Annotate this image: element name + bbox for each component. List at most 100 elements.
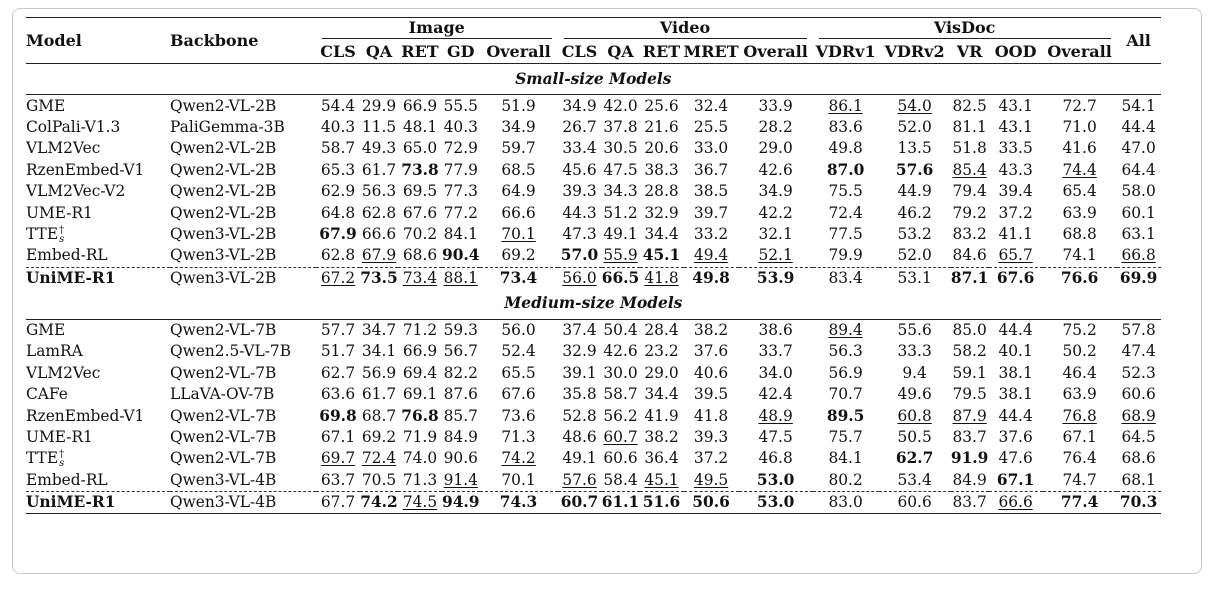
score-cell: 87.0: [826, 160, 865, 179]
score-cell: 66.9: [402, 96, 438, 115]
score-cell: 84.6: [952, 246, 987, 265]
score-cell: 58.7: [320, 139, 356, 158]
score-cell: 65.5: [501, 363, 536, 382]
score-cell: 55.5: [443, 96, 478, 115]
score-cell: 59.1: [952, 363, 987, 382]
score-cell: 33.2: [693, 224, 729, 243]
score-cell: 73.4: [398, 266, 442, 289]
score-cell: 74.1: [1062, 246, 1097, 265]
score-cell: 41.9: [644, 406, 679, 425]
score-cell: 38.2: [693, 321, 729, 340]
score-cell: 89.5: [826, 406, 865, 425]
score-cell: 25.5: [693, 117, 729, 136]
score-cell: 38.3: [644, 160, 679, 179]
score-cell: 74.4: [1062, 160, 1097, 179]
score-cell: 52.0: [897, 246, 932, 265]
score-cell: 87.1: [950, 266, 989, 289]
score-cell: 57.7: [320, 321, 356, 340]
score-cell: 29.0: [644, 363, 679, 382]
backbone-name: Qwen3-VL-4B: [170, 470, 277, 489]
table-row: LamRA Qwen2.5-VL-7B 51.7 34.1 66.9 56.7 52.4 32…: [26, 341, 1161, 362]
backbone-name: Qwen2-VL-2B: [170, 203, 277, 222]
header-backbone: Backbone: [170, 16, 316, 65]
score-cell: 90.6: [443, 449, 478, 468]
score-cell: 46.2: [897, 203, 932, 222]
score-cell: 75.7: [828, 428, 863, 447]
score-cell: 20.6: [644, 139, 679, 158]
score-cell: 65.4: [1062, 182, 1097, 201]
score-cell: 56.2: [603, 406, 638, 425]
score-cell: 34.3: [603, 182, 638, 201]
score-cell: 47.5: [603, 160, 638, 179]
score-cell: 29.0: [758, 139, 793, 158]
score-cell: 48.1: [402, 117, 438, 136]
score-cell: 63.9: [1062, 203, 1097, 222]
score-cell: 47.6: [998, 449, 1033, 468]
score-cell: 49.5: [693, 470, 729, 489]
score-cell: 29.9: [361, 96, 397, 115]
score-cell: 63.9: [1062, 385, 1097, 404]
score-cell: 48.9: [758, 406, 793, 425]
score-cell: 44.9: [897, 182, 932, 201]
score-cell: 53.0: [756, 470, 795, 489]
score-cell: 60.6: [878, 491, 951, 515]
score-cell: 49.1: [562, 449, 597, 468]
score-cell: 60.8: [897, 406, 932, 425]
score-cell: 67.6: [501, 385, 536, 404]
score-cell: 61.7: [361, 385, 397, 404]
backbone-name: Qwen3-VL-4B: [170, 491, 316, 515]
model-name: ColPali-V1.3: [26, 117, 121, 136]
header-group-image: Image: [316, 17, 558, 40]
table-row: VLM2Vec-V2 Qwen2-VL-2B 62.9 56.3 69.5 77.3 64.…: [26, 181, 1161, 202]
backbone-name: LLaVA-OV-7B: [170, 385, 275, 404]
score-cell: 61.1: [601, 491, 640, 515]
score-cell: 30.5: [603, 139, 638, 158]
score-cell: 83.0: [812, 491, 879, 515]
score-cell: 71.3: [501, 428, 536, 447]
score-cell: 71.2: [402, 321, 438, 340]
score-cell: 66.6: [361, 224, 397, 243]
score-cell: 64.5: [1121, 428, 1156, 447]
score-cell: 60.7: [603, 428, 638, 447]
score-cell: 57.8: [1121, 321, 1156, 340]
header-subcol: CLS: [316, 39, 360, 65]
score-cell: 63.7: [320, 470, 356, 489]
score-cell: 42.4: [758, 385, 793, 404]
score-cell: 77.4: [1042, 491, 1117, 515]
backbone-name: Qwen2-VL-7B: [170, 406, 277, 425]
score-cell: 74.5: [398, 491, 442, 515]
score-cell: 67.9: [319, 224, 357, 243]
score-cell: 47.4: [1121, 342, 1156, 361]
score-cell: 88.1: [442, 266, 480, 289]
score-cell: 49.8: [683, 266, 739, 289]
table-row: GME Qwen2-VL-7B 57.7 34.7 71.2 59.3 56.0 37.4 50…: [26, 319, 1161, 341]
score-cell: 52.1: [758, 246, 793, 265]
score-cell: 42.6: [603, 342, 638, 361]
score-cell: 56.9: [828, 363, 863, 382]
score-cell: 33.9: [758, 96, 793, 115]
score-cell: 65.7: [998, 246, 1033, 265]
header-subcol: Overall: [738, 39, 813, 65]
score-cell: 34.9: [501, 117, 536, 136]
table-row: TTE † s Qwen3-VL-2B 67.9 66.6 70.2 84.1 70.1 47.3…: [26, 224, 1161, 245]
score-cell: 41.1: [998, 224, 1033, 243]
score-cell: 67.6: [988, 266, 1043, 289]
score-cell: 51.9: [501, 96, 536, 115]
table-frame: [12, 8, 1202, 574]
table-row: UME-R1 Qwen2-VL-2B 64.8 62.8 67.6 77.2 66.6 44.…: [26, 202, 1161, 223]
score-cell: 54.0: [897, 96, 932, 115]
score-cell: 40.6: [693, 363, 729, 382]
score-cell: 49.3: [361, 139, 397, 158]
score-cell: 52.3: [1121, 363, 1156, 382]
table-row: ColPali-V1.3 PaliGemma-3B 40.3 11.5 48.1 40.3…: [26, 117, 1161, 138]
score-cell: 90.4: [442, 246, 480, 265]
score-cell: 69.1: [402, 385, 438, 404]
score-cell: 70.3: [1116, 491, 1161, 515]
backbone-name: PaliGemma-3B: [170, 117, 285, 136]
score-cell: 37.8: [603, 117, 638, 136]
table-row: UniME-R1 Qwen3-VL-4B 67.7 74.2 74.5 94.9 74.3 6…: [26, 491, 1161, 515]
score-cell: 70.1: [501, 470, 536, 489]
table-row: TTE † s Qwen2-VL-7B 69.7 72.4 74.0 90.6 74.2 49.1…: [26, 448, 1161, 469]
score-cell: 60.6: [1121, 385, 1156, 404]
score-cell: 59.7: [501, 139, 536, 158]
